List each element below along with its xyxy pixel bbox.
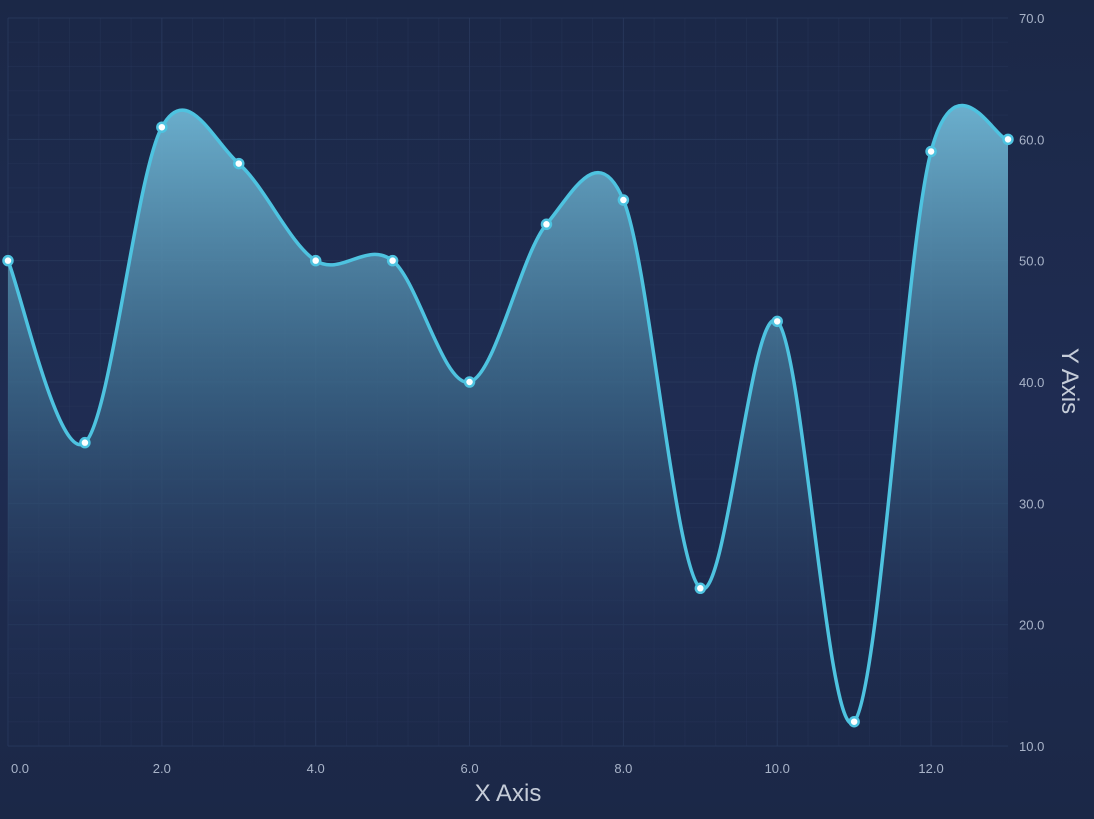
area-fill [8,105,1008,747]
x-tick-label: 8.0 [614,761,632,776]
y-axis-title: Y Axis [1056,348,1083,414]
data-point [925,145,937,158]
data-point [694,582,707,595]
y-tick-label: 50.0 [1019,254,1044,269]
x-tick-label: 0.0 [11,761,29,776]
y-tick-label: 70.0 [1019,11,1044,26]
data-point [617,194,630,206]
x-tick-label: 6.0 [460,761,478,776]
y-axis-ticks: 10.0 20.0 30.0 40.0 50.0 60.0 70.0 [1019,11,1044,754]
data-point [540,218,553,231]
x-tick-label: 10.0 [765,761,790,776]
data-point [848,715,860,728]
data-point [309,254,322,267]
data-point [2,254,14,267]
data-point [386,254,399,267]
x-axis-ticks: 0.0 2.0 4.0 6.0 8.0 10.0 12.0 [11,761,944,776]
data-points [2,121,1014,728]
x-axis-title: X Axis [475,780,542,807]
y-tick-label: 60.0 [1019,132,1044,147]
y-tick-label: 40.0 [1019,375,1044,390]
y-tick-label: 20.0 [1019,618,1044,633]
x-tick-label: 2.0 [153,761,171,776]
x-tick-label: 4.0 [307,761,325,776]
data-point [771,315,783,328]
data-point [233,157,245,170]
y-tick-label: 30.0 [1019,496,1044,511]
y-tick-label: 10.0 [1019,739,1044,754]
data-point [156,121,168,133]
x-tick-label: 12.0 [918,761,943,776]
data-point [1002,133,1014,146]
data-point [463,376,476,388]
data-point [79,436,91,449]
